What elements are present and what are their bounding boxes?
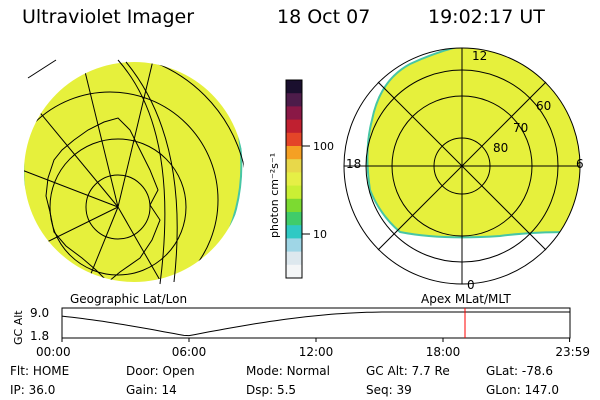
colorbar-frame xyxy=(285,79,303,279)
colorbar-segment xyxy=(286,212,302,226)
info-glat: GLat: -78.6 xyxy=(486,364,553,378)
mlt-6-label: 6 xyxy=(576,157,584,171)
colorbar xyxy=(285,79,303,279)
timeline-xtick-label: 18:00 xyxy=(426,345,461,359)
right-panel-label: Apex MLat/MLT xyxy=(421,292,511,306)
info-door: Door: Open xyxy=(126,364,195,378)
observation-date: 18 Oct 07 xyxy=(277,6,371,28)
info-flt: Flt: HOME xyxy=(10,364,70,378)
colorbar-segment xyxy=(286,146,302,160)
timeline-ylabel: GC Alt xyxy=(12,310,25,345)
instrument-title: Ultraviolet Imager xyxy=(22,6,195,28)
auroral-image-geographic xyxy=(24,62,243,282)
colorbar-segment xyxy=(286,132,302,147)
info-seq: Seq: 39 xyxy=(366,383,412,397)
info-glon: GLon: 147.0 xyxy=(486,383,559,397)
colorbar-segment xyxy=(286,80,302,94)
colorbar-segment xyxy=(286,119,302,134)
colorbar-unit-label: photon cm⁻²s⁻¹ xyxy=(268,153,281,238)
timeline-ytick-bottom: 1.8 xyxy=(30,329,49,343)
colorbar-segment xyxy=(286,198,302,213)
auroral-image-apex xyxy=(366,48,580,239)
colorbar-segment xyxy=(286,264,302,279)
coastline xyxy=(45,117,161,282)
timeline-xticks: 00:00 06:00 12:00 18:00 23:59 xyxy=(36,338,590,359)
timeline-xtick-label: 06:00 xyxy=(172,345,207,359)
mlt-0-label: 0 xyxy=(467,278,475,292)
timeline-frame xyxy=(61,307,571,339)
colorbar-segment xyxy=(286,172,302,187)
mlt-lines xyxy=(344,48,580,284)
colorbar-tick-100: 100 xyxy=(313,140,334,153)
altitude-timeline: GC Alt 9.0 1.8 00:00 06:00 12:00 18:00 23:59 xyxy=(12,306,590,359)
timeline-xtick-label: 23:59 xyxy=(555,345,590,359)
mlat-70-label: 70 xyxy=(513,121,528,135)
info-ip: IP: 36.0 xyxy=(10,383,56,397)
mlt-18-label: 18 xyxy=(346,157,361,171)
observation-time: 19:02:17 UT xyxy=(428,6,545,28)
altitude-curve xyxy=(61,311,570,337)
colorbar-segment xyxy=(286,185,302,200)
colorbar-segment xyxy=(286,251,302,266)
colorbar-segment xyxy=(286,106,302,121)
mlat-80-label: 80 xyxy=(493,141,508,155)
left-panel-label: Geographic Lat/Lon xyxy=(70,292,187,306)
latitude-circles xyxy=(24,62,244,282)
colorbar-segment xyxy=(286,238,302,253)
colorbar-segment xyxy=(286,93,302,107)
info-mode: Mode: Normal xyxy=(246,364,330,378)
info-gc-alt: GC Alt: 7.7 Re xyxy=(366,364,450,378)
info-gain: Gain: 14 xyxy=(126,383,177,397)
colorbar-segment xyxy=(286,225,302,239)
timeline-xtick-label: 00:00 xyxy=(36,345,71,359)
apex-panel: 12 6 0 18 80 70 60 xyxy=(343,47,584,292)
timeline-xtick-label: 12:00 xyxy=(299,345,334,359)
colorbar-segment xyxy=(286,159,302,173)
mlat-60-label: 60 xyxy=(536,99,551,113)
info-dsp: Dsp: 5.5 xyxy=(246,383,297,397)
colorbar-tick-10: 10 xyxy=(313,228,327,241)
timeline-ytick-top: 9.0 xyxy=(30,306,49,320)
mlt-12-label: 12 xyxy=(472,49,487,63)
